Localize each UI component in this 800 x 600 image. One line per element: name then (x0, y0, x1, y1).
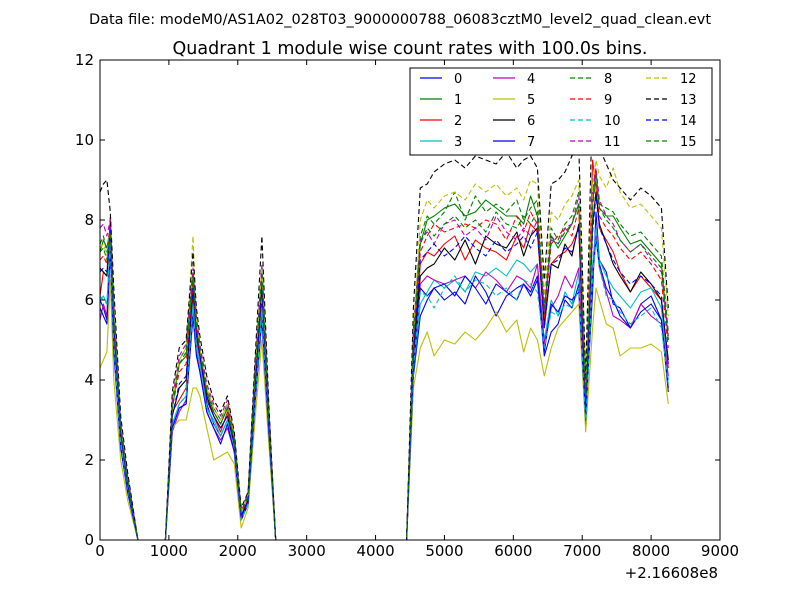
legend-label-1: 1 (454, 93, 462, 108)
x-tick-label: 7000 (563, 542, 601, 560)
legend-label-5: 5 (527, 93, 535, 108)
series-line-7 (100, 239, 669, 540)
legend-label-8: 8 (604, 72, 612, 87)
y-tick-label: 10 (75, 131, 94, 149)
legend-label-11: 11 (604, 135, 621, 150)
x-offset-label: +2.16608e8 (625, 564, 718, 582)
legend-label-12: 12 (680, 72, 697, 87)
series-line-14 (100, 195, 669, 540)
y-tick-label: 12 (75, 51, 94, 69)
legend-label-0: 0 (454, 72, 462, 87)
y-tick-label: 4 (84, 371, 94, 389)
y-tick-label: 2 (84, 451, 94, 469)
legend-label-10: 10 (604, 114, 621, 129)
series-layer (100, 91, 669, 540)
x-tick-label: 0 (95, 542, 105, 560)
legend-label-2: 2 (454, 114, 462, 129)
x-tick-label: 3000 (288, 542, 326, 560)
x-tick-label: 6000 (494, 542, 532, 560)
x-tick-label: 8000 (632, 542, 670, 560)
x-tick-label: 2000 (219, 542, 257, 560)
legend-label-9: 9 (604, 93, 612, 108)
y-tick-label: 6 (84, 291, 94, 309)
legend-label-13: 13 (680, 93, 697, 108)
x-tick-label: 1000 (150, 542, 188, 560)
legend-label-14: 14 (680, 114, 697, 129)
series-line-5 (100, 279, 669, 540)
series-line-15 (100, 175, 669, 540)
legend-label-4: 4 (527, 72, 535, 87)
series-line-12 (100, 159, 669, 540)
x-tick-label: 9000 (701, 542, 739, 560)
legend-label-7: 7 (527, 135, 535, 150)
legend-frame (409, 67, 713, 156)
legend-label-6: 6 (527, 114, 535, 129)
y-tick-label: 0 (84, 531, 94, 549)
x-tick-label: 5000 (425, 542, 463, 560)
data-file-suptitle: Data file: modeM0/AS1A02_028T03_90000007… (89, 12, 711, 28)
axis-ticks: 0 1000 2000 3000 4000 5000 6000 7000 8000 9000 0 2 4… (75, 51, 739, 560)
y-tick-label: 8 (84, 211, 94, 229)
chart-title: Quadrant 1 module wise count rates with … (173, 39, 648, 59)
legend-label-3: 3 (454, 135, 462, 150)
x-tick-label: 4000 (356, 542, 394, 560)
legend-label-15: 15 (680, 135, 697, 150)
